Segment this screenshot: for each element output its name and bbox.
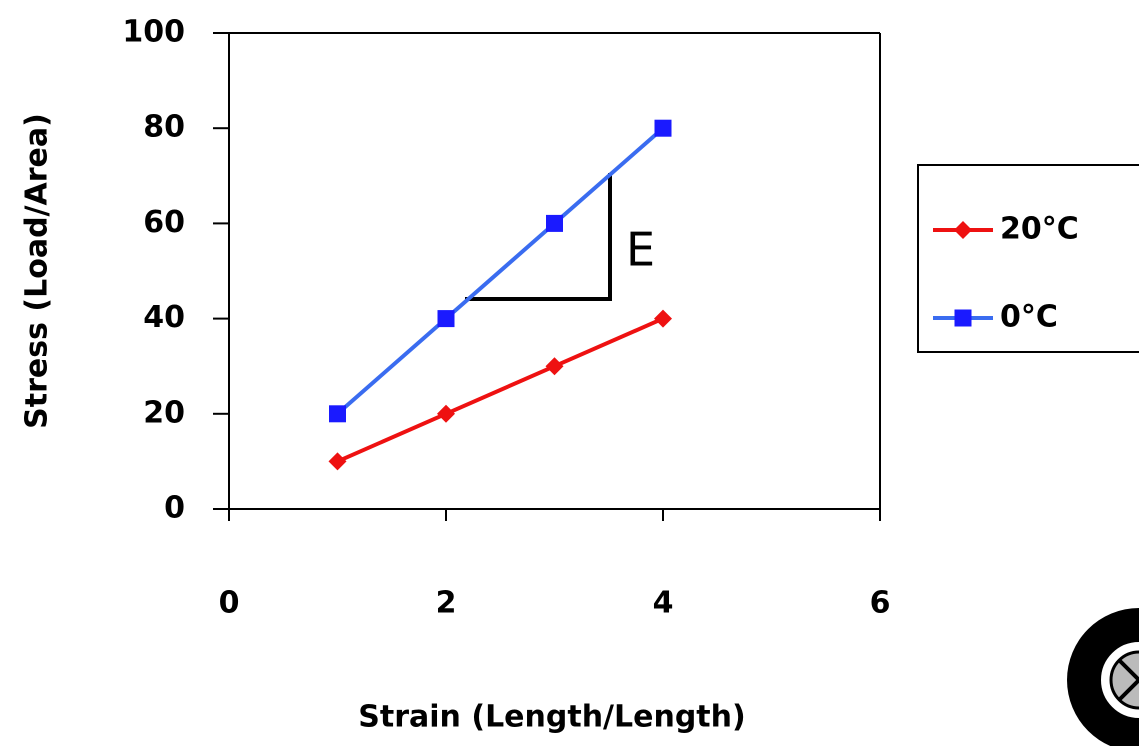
series-line [336,126,665,416]
y-tick-label: 40 [143,300,185,335]
data-point [545,357,564,376]
x-tick-label: 4 [653,586,674,621]
x-tick-label: 2 [436,586,457,621]
data-point [329,405,346,423]
tire-icon [1067,608,1139,746]
annotation: E [626,223,655,277]
legend-label: 20°C [1000,212,1079,247]
legend-marker [954,309,972,327]
series-line [336,316,664,464]
legend-label: 0°C [1000,300,1058,335]
data-point [328,452,347,471]
y-tick-label: 20 [143,395,185,430]
data-point [654,309,672,328]
y-tick-label: 60 [143,205,185,240]
data-point [437,404,455,423]
data-point [437,310,455,328]
data-point [654,119,672,137]
slope-triangle [465,173,612,301]
x-tick-label: 6 [870,586,891,621]
y-tick-label: 0 [164,491,185,526]
x-tick-label: 0 [219,586,240,621]
legend-marker [954,221,972,239]
x-axis-label: Strain (Length/Length) [358,700,745,735]
data-point [546,214,563,232]
y-tick-label: 80 [143,110,185,145]
y-tick-label: 100 [122,15,185,50]
y-axis-label: Stress (Load/Area) [20,113,55,429]
